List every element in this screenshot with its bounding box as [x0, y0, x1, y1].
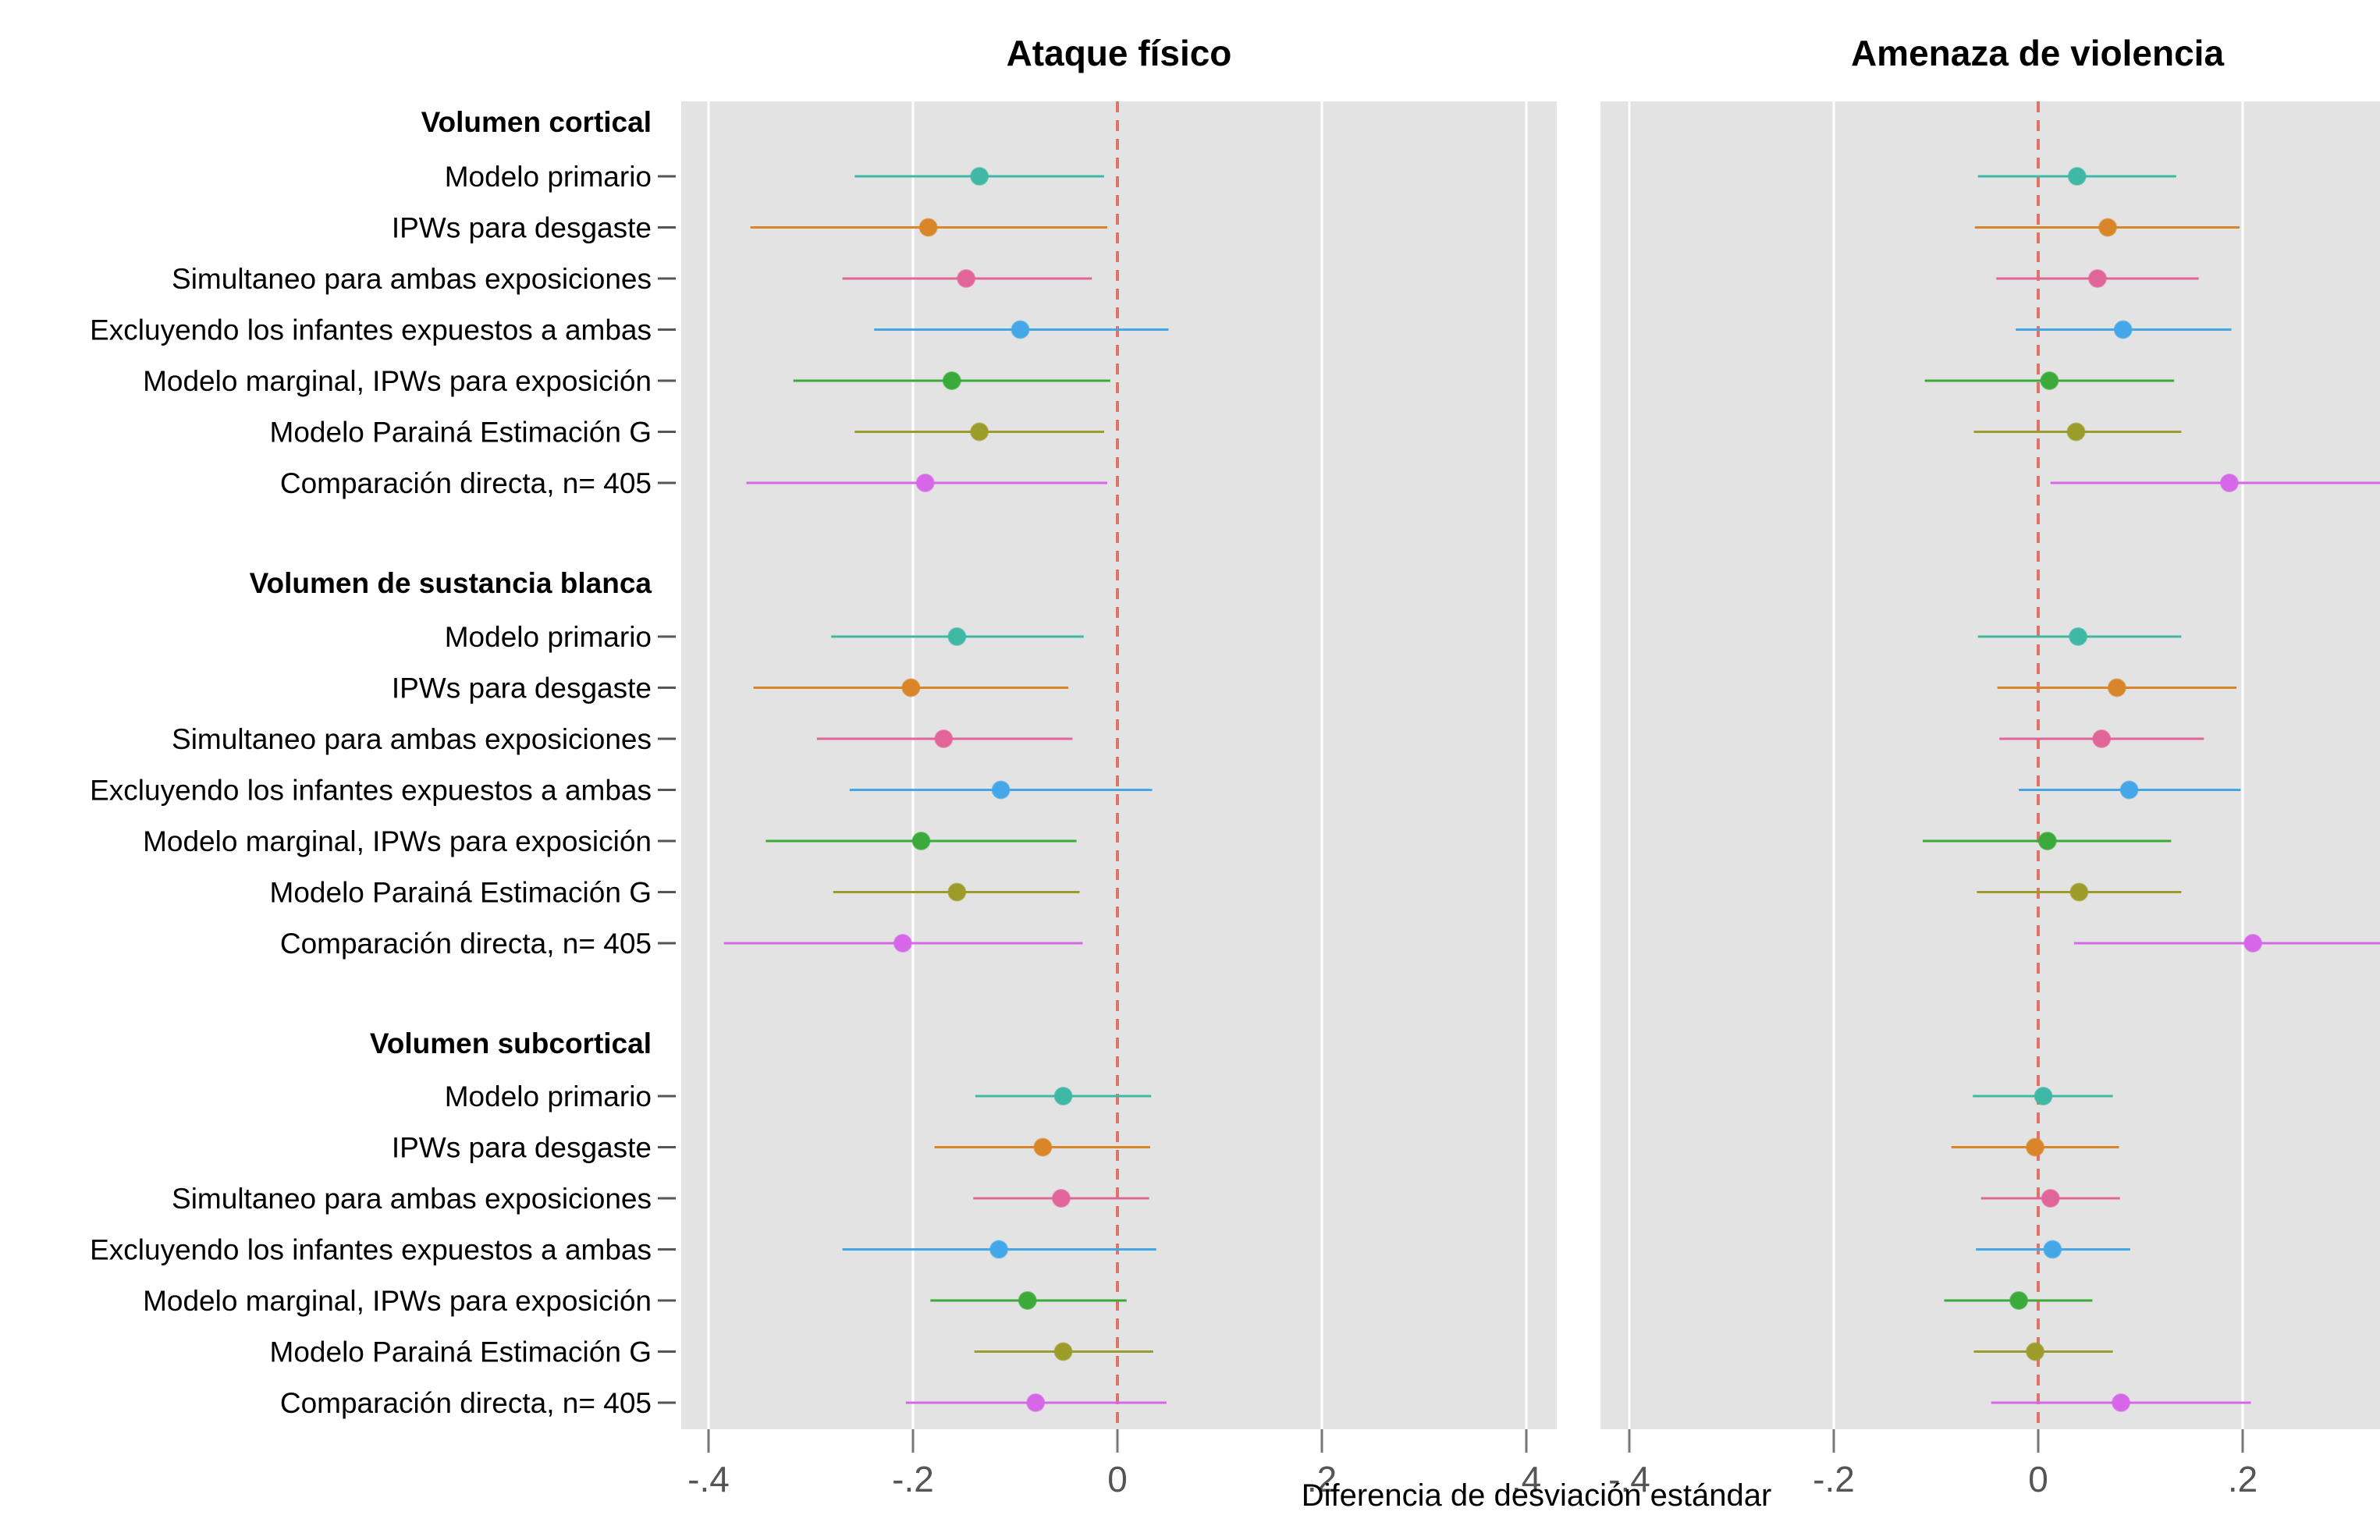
row-label: Comparación directa, n= 405 — [280, 467, 652, 499]
estimate-point — [2043, 1240, 2062, 1259]
estimate-point — [2034, 1087, 2053, 1105]
estimate-point — [1011, 320, 1030, 339]
estimate-point — [2098, 218, 2118, 237]
row-label: Excluyendo los infantes expuestos a amba… — [90, 314, 652, 346]
panel-marks — [723, 101, 1169, 1429]
panel-1: -.4 -.2 0 .2 .4 Ataque físico — [681, 33, 1557, 1499]
x-tick-label: -.4 — [1608, 1459, 1650, 1499]
x-tick-label: -.4 — [687, 1459, 730, 1499]
estimate-point — [2113, 320, 2133, 339]
row-label: Simultaneo para ambas exposiciones — [172, 263, 652, 295]
estimate-point — [1051, 1189, 1071, 1208]
estimate-point — [2069, 627, 2088, 646]
estimate-point — [2009, 1291, 2029, 1310]
panel-background — [1600, 101, 2380, 1429]
row-labels: Volumen cortical Modelo primario IPWs para… — [90, 106, 676, 1419]
estimate-point — [2066, 422, 2086, 442]
estimate-point — [957, 269, 976, 288]
estimate-point — [970, 422, 989, 442]
row-label: Simultaneo para ambas exposiciones — [172, 723, 652, 755]
panels: -.4 -.2 0 .2 .4 Ataque físico -.4 -.2 0 .2 Amenaza… — [681, 33, 2380, 1499]
estimate-point — [893, 934, 912, 953]
estimate-point — [989, 1240, 1009, 1259]
estimate-point — [1026, 1393, 1046, 1412]
row-label: IPWs para desgaste — [392, 672, 652, 704]
row-label: Modelo Parainá Estimación G — [270, 1336, 652, 1368]
estimate-point — [911, 832, 931, 850]
estimate-point — [2119, 780, 2139, 800]
row-label: Modelo marginal, IPWs para exposición — [143, 365, 652, 397]
estimate-point — [2107, 678, 2126, 697]
estimate-point — [915, 474, 935, 492]
estimate-point — [2092, 729, 2112, 748]
estimate-point — [1053, 1342, 1073, 1361]
x-tick-label: 0 — [2028, 1459, 2048, 1499]
group-heading: Volumen subcortical — [370, 1027, 652, 1059]
group-heading: Volumen de sustancia blanca — [250, 567, 652, 599]
estimate-point — [1033, 1137, 1053, 1157]
row-label: Modelo primario — [445, 161, 652, 193]
panel-marks — [1922, 101, 2380, 1429]
x-tick-label: 0 — [1107, 1459, 1128, 1499]
row-label: Comparación directa, n= 405 — [280, 928, 652, 960]
estimate-point — [2243, 934, 2263, 953]
panel-2: -.4 -.2 0 .2 Amenaza de violencia — [1600, 33, 2380, 1499]
estimate-point — [2219, 474, 2239, 492]
estimate-point — [1018, 1291, 1037, 1310]
row-label: Comparación directa, n= 405 — [280, 1387, 652, 1419]
x-tick-label: -.2 — [1813, 1459, 1855, 1499]
row-label: Modelo marginal, IPWs para exposición — [143, 1285, 652, 1317]
estimate-point — [947, 627, 967, 646]
x-tick-label: .4 — [1511, 1459, 1541, 1499]
estimate-point — [947, 882, 967, 902]
row-label: Excluyendo los infantes expuestos a amba… — [90, 775, 652, 807]
row-label: IPWs para desgaste — [392, 212, 652, 244]
estimate-point — [2069, 882, 2089, 902]
estimate-point — [901, 678, 921, 697]
estimate-point — [2037, 832, 2057, 850]
estimate-point — [2026, 1137, 2045, 1157]
row-label: Modelo primario — [445, 621, 652, 653]
group-heading: Volumen cortical — [421, 106, 652, 138]
x-tick-label: -.2 — [892, 1459, 934, 1499]
x-tick-label: .2 — [1307, 1459, 1337, 1499]
estimate-point — [2041, 1189, 2060, 1208]
estimate-point — [918, 218, 938, 237]
panel-title: Amenaza de violencia — [1851, 33, 2224, 73]
panel-title: Ataque físico — [1007, 33, 1232, 73]
estimate-point — [2040, 371, 2059, 390]
estimate-point — [2087, 269, 2107, 288]
estimate-point — [2026, 1342, 2045, 1361]
x-tick-label: .2 — [2228, 1459, 2257, 1499]
estimate-point — [1053, 1087, 1073, 1105]
row-label: Modelo Parainá Estimación G — [270, 877, 652, 909]
row-label: Simultaneo para ambas exposiciones — [172, 1183, 652, 1215]
x-axis-title: Diferencia de desviación estándar — [1302, 1478, 1772, 1513]
estimate-point — [991, 780, 1011, 800]
row-label: Modelo primario — [445, 1080, 652, 1112]
estimate-point — [2067, 167, 2087, 186]
row-label: Modelo marginal, IPWs para exposición — [143, 825, 652, 857]
row-label: IPWs para desgaste — [392, 1132, 652, 1164]
row-label: Modelo Parainá Estimación G — [270, 417, 652, 449]
row-label: Excluyendo los infantes expuestos a amba… — [90, 1234, 652, 1266]
estimate-point — [942, 371, 961, 390]
estimate-point — [934, 729, 954, 748]
estimate-point — [970, 167, 989, 186]
estimate-point — [2112, 1393, 2131, 1412]
